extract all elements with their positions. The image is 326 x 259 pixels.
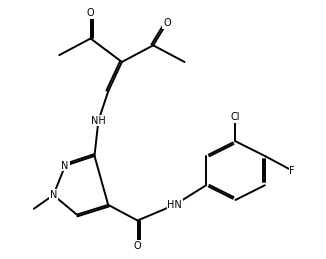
Text: O: O bbox=[163, 18, 171, 28]
Text: N: N bbox=[50, 190, 57, 200]
Text: O: O bbox=[87, 8, 95, 18]
Text: F: F bbox=[289, 166, 295, 176]
Text: N: N bbox=[61, 161, 69, 171]
Text: O: O bbox=[134, 241, 141, 251]
Text: HN: HN bbox=[167, 200, 182, 210]
Text: Cl: Cl bbox=[231, 112, 240, 122]
Text: NH: NH bbox=[91, 116, 106, 126]
